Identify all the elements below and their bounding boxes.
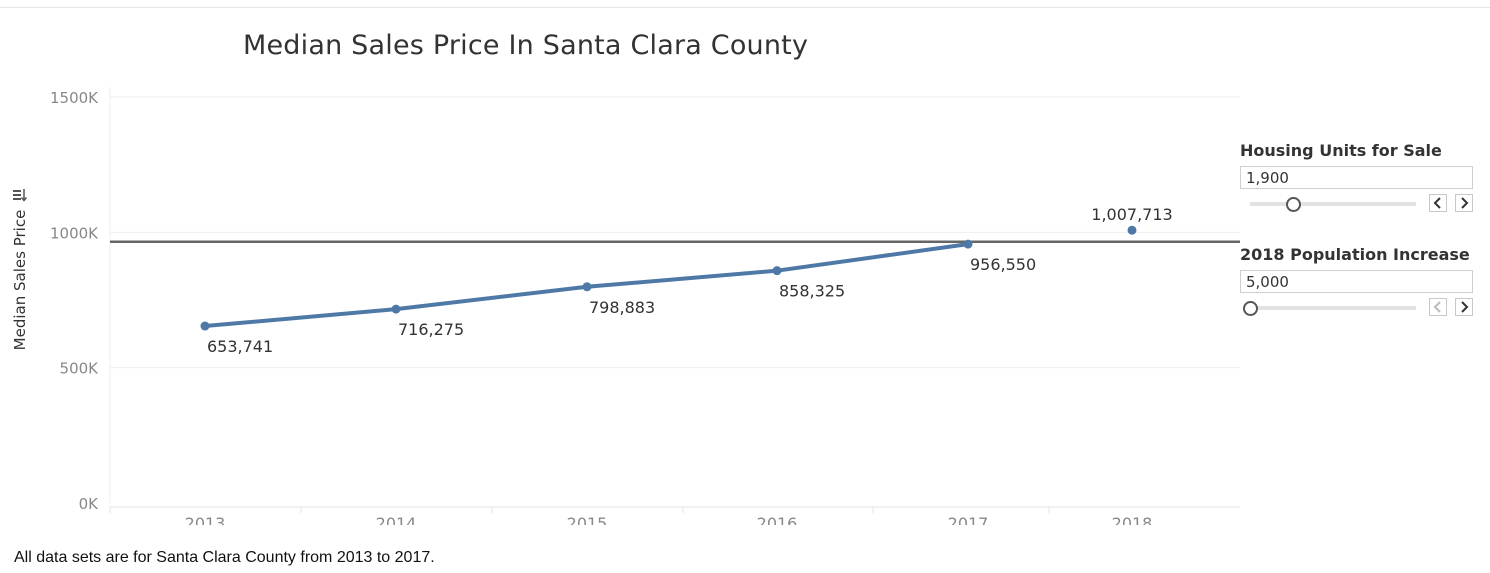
chevron-right-icon	[1461, 197, 1469, 209]
data-point	[772, 266, 782, 276]
data-point	[582, 282, 592, 292]
parameter-population-increase: 2018 Population Increase 5,000	[1240, 245, 1480, 321]
chevron-left-icon	[1433, 197, 1441, 209]
x-tick-label: 2018	[1112, 514, 1153, 525]
x-tick-label: 2016	[757, 514, 798, 525]
parameter-title: Housing Units for Sale	[1240, 141, 1442, 160]
data-label: 653,741	[207, 337, 273, 356]
x-tick-label: 2014	[376, 514, 417, 525]
y-tick-label: 0K	[79, 495, 100, 513]
line-chart: 0K 500K 1000K 1500K 2013 2014 2015 2016 2017 2018…	[50, 87, 1240, 525]
data-label: 798,883	[589, 298, 655, 317]
y-tick-label: 500K	[60, 360, 100, 378]
x-tick-label: 2015	[567, 514, 608, 525]
slider-track[interactable]	[1250, 202, 1416, 206]
prev-button[interactable]	[1429, 194, 1447, 212]
x-tick-label: 2013	[185, 514, 226, 525]
housing-units-input[interactable]: 1,900	[1240, 166, 1473, 189]
slider-thumb[interactable]	[1243, 301, 1258, 316]
data-label: 716,275	[398, 320, 464, 339]
parameter-housing-units: Housing Units for Sale 1,900	[1240, 141, 1480, 217]
y-tick-label: 1500K	[50, 89, 99, 107]
housing-units-slider-row	[1240, 193, 1480, 217]
data-label: 1,007,713	[1091, 205, 1172, 224]
data-point	[1127, 225, 1137, 235]
chevron-left-icon	[1433, 301, 1441, 313]
population-increase-slider-row	[1240, 297, 1480, 321]
data-label: 858,325	[779, 282, 845, 301]
prev-button[interactable]	[1429, 298, 1447, 316]
chevron-right-icon	[1461, 301, 1469, 313]
footnote: All data sets are for Santa Clara County…	[14, 549, 435, 566]
population-increase-input[interactable]: 5,000	[1240, 270, 1473, 293]
slider-thumb[interactable]	[1286, 197, 1302, 212]
data-point	[963, 239, 973, 249]
x-tick-label: 2017	[948, 514, 989, 525]
chart-title: Median Sales Price In Santa Clara County	[243, 30, 809, 61]
data-label: 956,550	[970, 255, 1036, 274]
data-point	[200, 321, 210, 331]
y-tick-label: 1000K	[50, 224, 99, 242]
parameter-title: 2018 Population Increase	[1240, 245, 1470, 264]
top-divider	[0, 7, 1490, 8]
sort-icon[interactable]	[12, 187, 28, 203]
slider-track[interactable]	[1250, 306, 1416, 310]
data-point	[391, 304, 401, 314]
next-button[interactable]	[1455, 298, 1473, 316]
next-button[interactable]	[1455, 194, 1473, 212]
